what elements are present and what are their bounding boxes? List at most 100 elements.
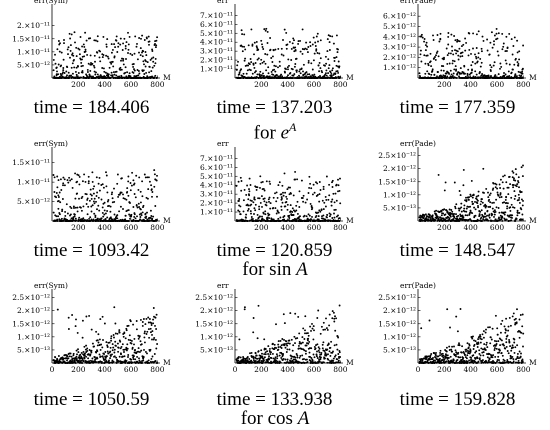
y-tick-label: 3.×10⁻¹² [383, 43, 416, 52]
scatter-point [311, 327, 314, 330]
scatter-point [474, 360, 476, 363]
scatter-point [292, 194, 295, 197]
scatter-point [288, 348, 291, 351]
scatter-point [61, 72, 64, 75]
scatter-point [130, 213, 133, 216]
scatter-point [439, 351, 442, 354]
scatter-point [252, 201, 255, 204]
scatter-point [100, 184, 103, 186]
y-tick-label: 4.×10⁻¹¹ [200, 181, 233, 190]
scatter-point [56, 70, 58, 73]
scatter-point [335, 199, 338, 202]
scatter-point [293, 65, 296, 68]
scatter-point [149, 216, 152, 219]
scatter-point [52, 211, 55, 214]
scatter-point [447, 43, 450, 46]
scatter-point [253, 71, 256, 74]
scatter-point [148, 318, 151, 320]
caption-func: e [280, 122, 289, 144]
scatter-point [330, 362, 333, 364]
scatter-point [463, 207, 466, 210]
scatter-point [301, 197, 304, 199]
scatter-point [289, 210, 292, 213]
scatter-point [304, 315, 307, 318]
scatter-point [505, 345, 508, 348]
scatter-point [152, 56, 155, 59]
scatter-point [131, 346, 134, 349]
scatter-point [286, 358, 289, 361]
scatter-point [484, 215, 487, 218]
scatter-point [127, 338, 130, 341]
scatter-point [81, 70, 84, 72]
scatter-point [486, 356, 489, 359]
scatter-point [522, 332, 525, 335]
scatter-point [149, 327, 152, 330]
scatter-point [263, 74, 265, 77]
scatter-point [489, 205, 492, 208]
scatter-point [497, 54, 500, 57]
scatter-point [330, 200, 333, 203]
scatter-point [83, 357, 86, 360]
scatter-point [70, 66, 73, 69]
scatter-point [133, 351, 136, 354]
scatter-point [136, 355, 139, 358]
scatter-point [311, 322, 313, 325]
scatter-point [148, 43, 150, 46]
scatter-point [325, 74, 328, 77]
scatter-point [255, 45, 258, 48]
scatter-point [275, 353, 278, 356]
scatter-point [55, 66, 58, 69]
scatter-point [94, 216, 97, 219]
scatter-point [138, 206, 141, 208]
scatter-point [299, 72, 302, 75]
scatter-point [288, 339, 291, 342]
scatter-point [280, 356, 283, 359]
scatter-point [125, 41, 128, 44]
scatter-point [279, 361, 282, 364]
scatter-point [487, 326, 490, 329]
scatter-point [118, 210, 121, 213]
scatter-point [514, 323, 517, 326]
scatter-point [484, 349, 487, 351]
y-axis-label: err(Sym) [34, 139, 68, 148]
scatter-point [315, 344, 317, 347]
scatter-point [57, 40, 60, 42]
scatter-point [96, 191, 99, 194]
scatter-point [235, 184, 238, 187]
scatter-point [97, 341, 100, 344]
scatter-point [266, 53, 269, 56]
scatter-point [274, 48, 277, 51]
scatter-point [471, 61, 474, 63]
scatter-point [246, 69, 249, 72]
scatter-point [496, 187, 499, 190]
scatter-point [121, 49, 124, 51]
scatter-point [106, 191, 109, 194]
scatter-point [429, 217, 432, 219]
scatter-point [140, 212, 143, 215]
scatter-point [318, 181, 321, 183]
scatter-point [501, 216, 504, 219]
scatter-point [442, 65, 445, 68]
scatter-point [275, 200, 278, 203]
scatter-point [137, 337, 140, 340]
scatter-point [110, 337, 113, 340]
x-tick-label: 800 [516, 365, 531, 374]
scatter-point [333, 212, 335, 215]
scatter-point [330, 72, 333, 75]
scatter-point [64, 210, 67, 213]
scatter-point [153, 185, 156, 188]
scatter-point [85, 315, 88, 318]
scatter-point [292, 74, 295, 77]
time-label: time = 184.406 [33, 97, 150, 118]
scatter-point [298, 356, 301, 359]
scatter-point [317, 349, 320, 352]
scatter-point [60, 74, 63, 77]
scatter-point [282, 39, 284, 41]
scatter-point [298, 340, 301, 343]
scatter-point [313, 356, 316, 359]
scatter-point [290, 357, 293, 360]
scatter-point [493, 61, 496, 64]
scatter-point [297, 347, 300, 350]
scatter-point [122, 193, 124, 196]
scatter-point [488, 213, 491, 216]
